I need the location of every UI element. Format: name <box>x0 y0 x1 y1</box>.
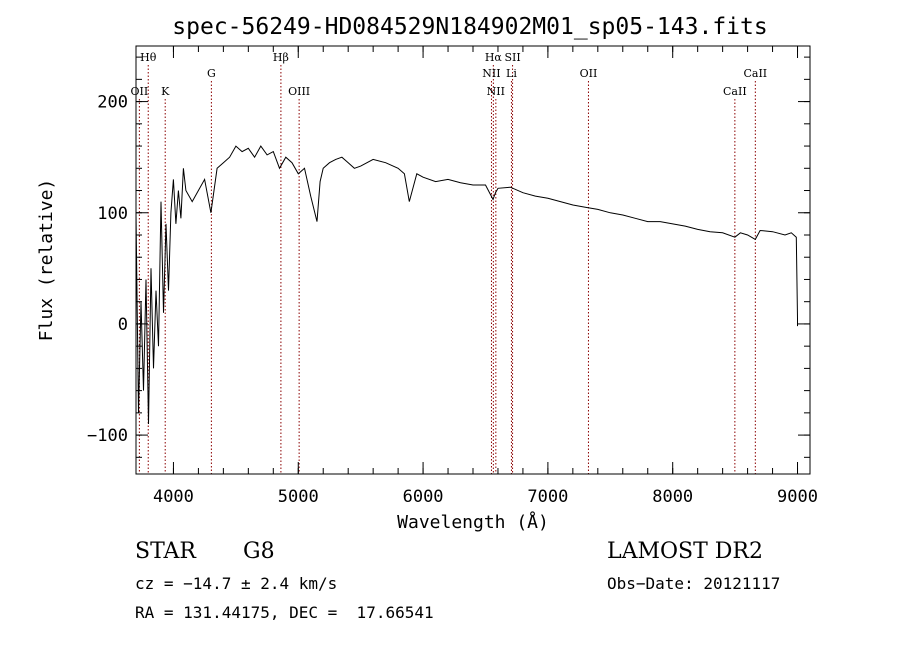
line-marker-label: G <box>207 67 216 80</box>
plot-frame <box>135 45 811 475</box>
y-axis-ticks: −100 0 100 200 <box>87 56 810 458</box>
object-subclass: G8 <box>243 539 275 564</box>
line-marker-labels: Hθ OII K G Hβ OIII Hα NII NII SII Li OII CaII CaII <box>131 51 768 98</box>
line-marker-label: CaII <box>743 67 767 80</box>
line-marker-label: OIII <box>288 85 310 98</box>
x-tick-label: 6000 <box>403 487 444 507</box>
line-markers <box>138 65 756 474</box>
line-marker-label: Hα <box>485 51 503 64</box>
line-marker-label: SII <box>504 51 520 64</box>
coordinates: RA = 131.44175, DEC = 17.66541 <box>135 603 434 622</box>
line-marker-label: OII <box>131 85 149 98</box>
line-marker-label: Li <box>506 67 517 80</box>
x-tick-label: 4000 <box>153 487 194 507</box>
redshift-cz: cz = −14.7 ± 2.4 km/s <box>135 574 338 593</box>
spectrum-line <box>135 145 798 425</box>
chart-title: spec-56249-HD084529N184902M01_sp05-143.f… <box>172 14 767 40</box>
spectrum-chart: spec-56249-HD084529N184902M01_sp05-143.f… <box>36 14 818 533</box>
observation-date: Obs−Date: 20121117 <box>607 574 781 593</box>
y-tick-label: 100 <box>97 204 128 224</box>
survey-name: LAMOST DR2 <box>607 539 763 564</box>
y-tick-label: −100 <box>87 426 128 446</box>
y-axis-label: Flux (relative) <box>36 179 57 342</box>
line-marker-label: NII <box>487 85 505 98</box>
y-tick-label: 200 <box>97 93 128 113</box>
line-marker-label: Hθ <box>140 51 157 64</box>
x-tick-label: 8000 <box>652 487 693 507</box>
line-marker-label: CaII <box>723 85 747 98</box>
object-class: STAR <box>135 539 196 564</box>
x-tick-label: 9000 <box>777 487 818 507</box>
y-tick-label: 0 <box>118 315 128 335</box>
x-axis-ticks: 4000 5000 6000 7000 8000 9000 <box>153 46 818 507</box>
x-tick-label: 7000 <box>527 487 568 507</box>
x-tick-label: 5000 <box>278 487 319 507</box>
line-marker-label: OII <box>580 67 598 80</box>
x-axis-label: Wavelength (Å) <box>397 511 549 533</box>
line-marker-label: Hβ <box>273 51 289 64</box>
line-marker-label: K <box>161 85 170 98</box>
line-marker-label: NII <box>482 67 500 80</box>
